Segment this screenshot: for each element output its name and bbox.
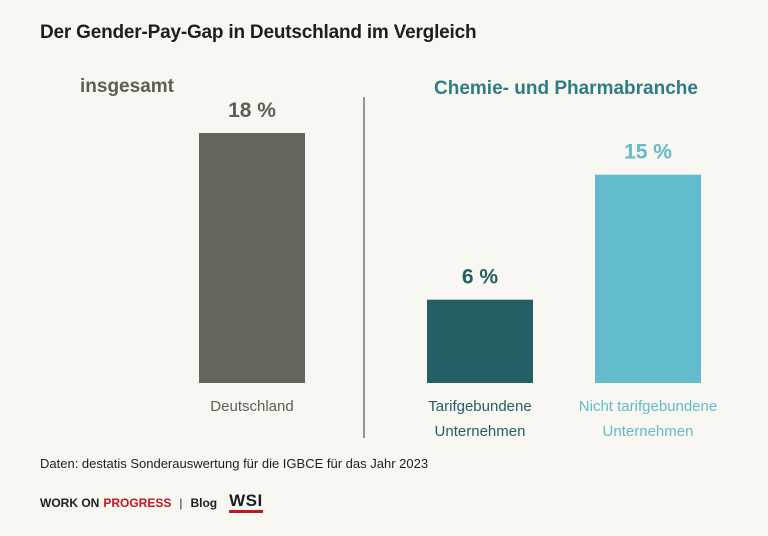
category-label-1-line-1: Deutschland [210, 398, 293, 415]
bar-2 [427, 299, 533, 383]
footer-progress: PROGRESS [103, 495, 172, 510]
wsi-logo: WSI [229, 492, 263, 513]
group-label-chemie-pharma: Chemie- und Pharmabranche [434, 78, 698, 99]
category-label-2-line-2: Unternehmen [435, 423, 526, 440]
category-label-2-line-1: Tarifgebundene [428, 398, 531, 415]
value-label-1: 18 % [228, 99, 276, 122]
footer-branding: WORK ON PROGRESS | Blog WSI [40, 492, 263, 513]
footer-blog: Blog [190, 495, 218, 510]
value-label-3: 15 % [624, 141, 672, 164]
category-label-3-line-1: Nicht tarifgebundene [579, 398, 717, 415]
footer-separator: | [179, 495, 183, 510]
value-label-2: 6 % [462, 266, 499, 289]
bar-3 [595, 174, 701, 383]
group-label-insgesamt: insgesamt [80, 76, 174, 97]
chart-title: Der Gender-Pay-Gap in Deutschland im Ver… [40, 22, 477, 43]
bar-1 [199, 133, 305, 383]
footer-work-on: WORK ON [40, 495, 100, 510]
category-label-3-line-2: Unternehmen [603, 423, 694, 440]
source-note: Daten: destatis Sonderauswertung für die… [40, 456, 429, 471]
